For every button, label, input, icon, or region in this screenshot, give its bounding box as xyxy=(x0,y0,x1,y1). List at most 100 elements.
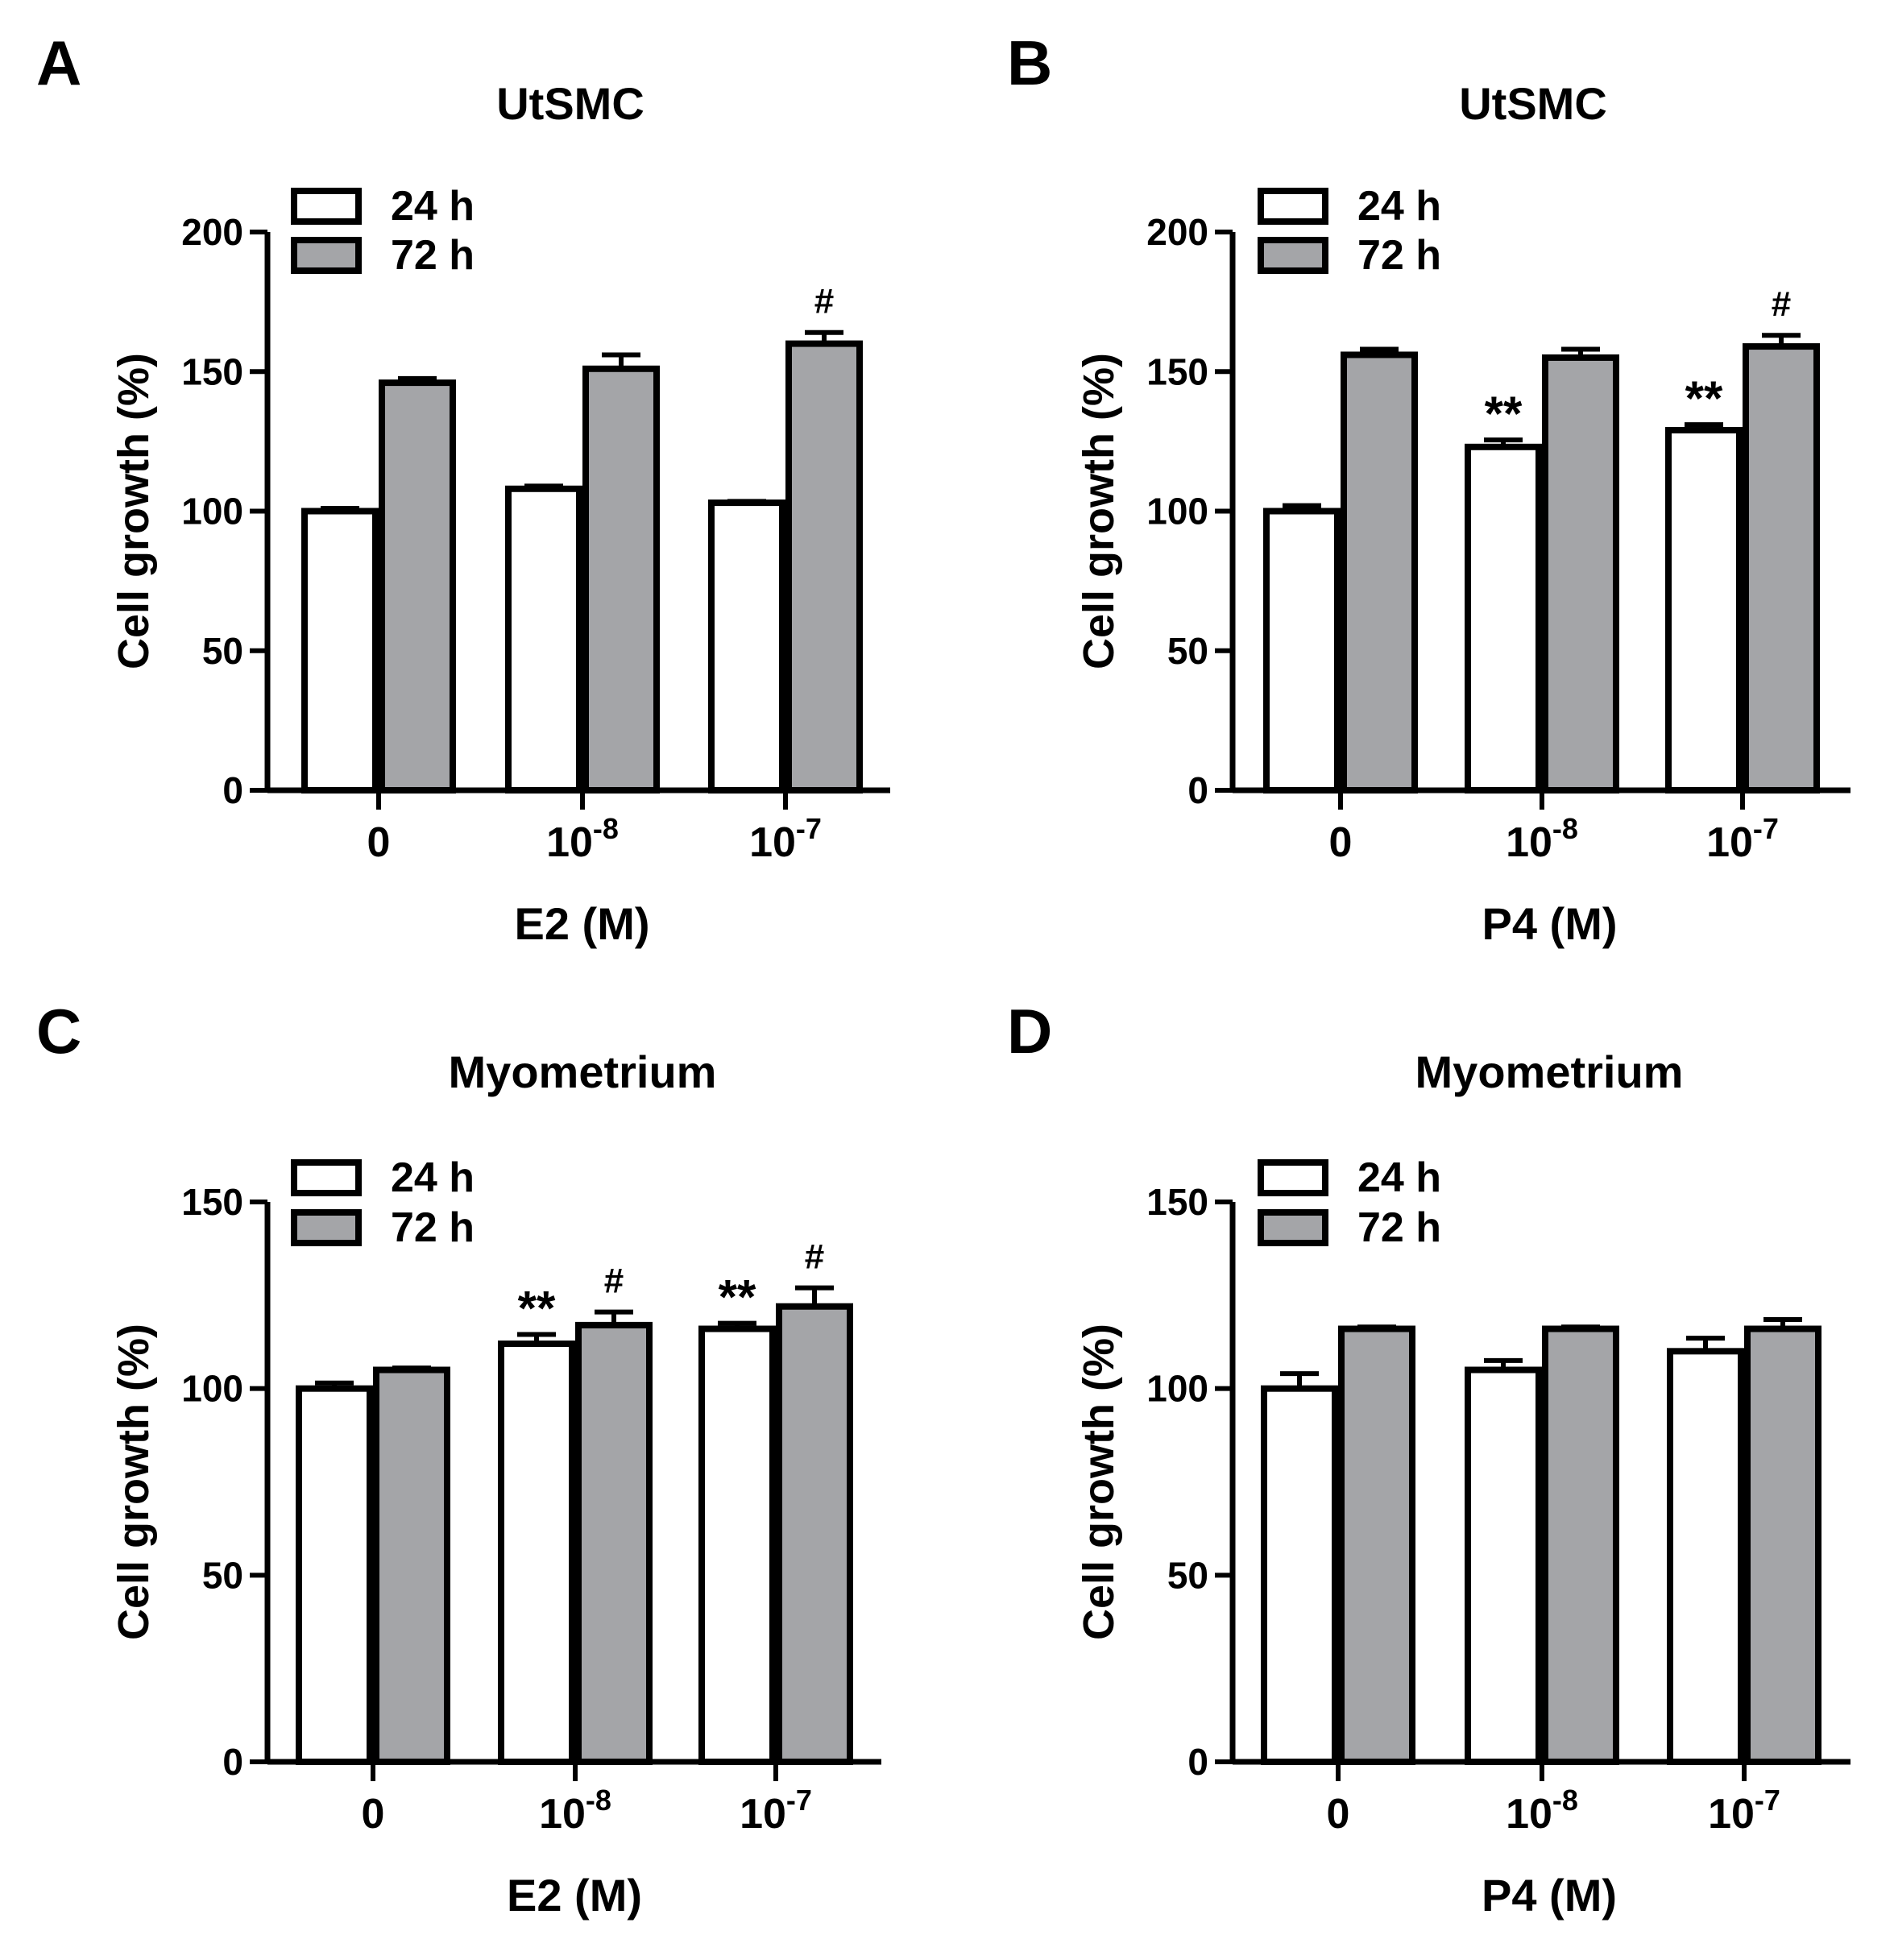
legend: 24 h72 h xyxy=(291,183,475,279)
bar-24h-2 xyxy=(1665,427,1743,794)
x-tick-label-base: 0 xyxy=(367,819,391,866)
y-tick-label: 200 xyxy=(1146,211,1208,253)
y-tick-label: 100 xyxy=(181,491,243,532)
bar-72h-0 xyxy=(1341,351,1418,794)
legend-swatch-24h xyxy=(1258,1159,1328,1196)
x-axis-title: P4 (M) xyxy=(1482,898,1618,949)
bar-72h-0 xyxy=(373,1366,450,1765)
chart-title: Myometrium xyxy=(449,1046,717,1097)
legend-label: 72 h xyxy=(1357,1204,1441,1251)
x-tick-label-exponent: -7 xyxy=(786,1784,812,1817)
y-tick-label: 100 xyxy=(1146,1368,1208,1410)
x-tick-label-base: 0 xyxy=(362,1791,385,1838)
x-tick-label: 10-7 xyxy=(1706,812,1779,866)
chart-title: UtSMC xyxy=(496,78,644,129)
legend-label: 24 h xyxy=(1357,1154,1441,1201)
panel-label: D xyxy=(1007,996,1052,1067)
x-tick-label-base: 10 xyxy=(1506,819,1552,866)
bar-72h-2 xyxy=(776,1303,853,1765)
bar-24h-0 xyxy=(301,508,379,794)
bar-24h-1 xyxy=(1465,443,1542,794)
y-tick-label: 100 xyxy=(1146,491,1208,532)
chart-title: Myometrium xyxy=(1415,1046,1684,1097)
x-tick-label: 10-8 xyxy=(1506,1784,1578,1838)
y-axis-title: Cell growth (%) xyxy=(1075,1324,1123,1640)
legend-swatch-24h xyxy=(1258,188,1328,225)
y-tick-label: 0 xyxy=(222,1741,243,1783)
x-tick-label-exponent: -8 xyxy=(593,812,619,845)
legend-swatch-24h xyxy=(291,188,362,225)
bar-24h-1 xyxy=(505,485,582,794)
legend-label: 24 h xyxy=(391,183,475,230)
legend-swatch-72h xyxy=(1258,1209,1328,1246)
x-tick-label: 0 xyxy=(1329,819,1353,866)
x-tick-label-exponent: -7 xyxy=(796,812,822,845)
significance-annotation: # xyxy=(805,1237,824,1277)
bar-24h-1 xyxy=(1465,1366,1542,1765)
bar-24h-2 xyxy=(708,499,785,794)
panel-label: B xyxy=(1007,27,1052,98)
x-tick-label-base: 10 xyxy=(1708,1791,1755,1838)
y-tick-label: 50 xyxy=(202,630,243,672)
legend: 24 h72 h xyxy=(291,1154,475,1251)
y-tick-label: 200 xyxy=(181,211,243,253)
y-axis-title: Cell growth (%) xyxy=(110,353,158,669)
x-tick-label: 10-7 xyxy=(740,1784,812,1838)
legend-label: 24 h xyxy=(1357,183,1441,230)
y-tick-label: 100 xyxy=(181,1368,243,1410)
legend-label: 72 h xyxy=(391,1204,475,1251)
significance-annotation: ** xyxy=(1685,371,1723,425)
x-tick-label-base: 0 xyxy=(1329,819,1353,866)
significance-annotation: # xyxy=(814,282,834,321)
chart-title: UtSMC xyxy=(1459,78,1607,129)
bar-24h-2 xyxy=(1667,1348,1744,1766)
x-tick-label: 0 xyxy=(1327,1791,1350,1838)
x-axis-title: P4 (M) xyxy=(1482,1870,1617,1921)
y-axis-title: Cell growth (%) xyxy=(110,1324,158,1640)
bar-72h-0 xyxy=(379,379,456,794)
x-tick-label: 0 xyxy=(367,819,391,866)
y-tick-label: 150 xyxy=(181,1181,243,1223)
x-tick-label-base: 0 xyxy=(1327,1791,1350,1838)
x-tick-label: 10-8 xyxy=(1506,812,1578,866)
bar-24h-0 xyxy=(1263,508,1341,794)
x-tick-label: 10-7 xyxy=(1708,1784,1780,1838)
x-tick-label: 10-8 xyxy=(546,812,619,866)
y-tick-label: 50 xyxy=(1167,1554,1208,1596)
legend-swatch-72h xyxy=(291,237,362,274)
y-tick-label: 50 xyxy=(202,1554,243,1596)
bar-72h-1 xyxy=(582,365,660,794)
x-tick-label-base: 10 xyxy=(539,1791,586,1838)
x-tick-label: 10-7 xyxy=(749,812,822,866)
legend-label: 24 h xyxy=(391,1154,475,1201)
y-tick-label: 150 xyxy=(1146,1181,1208,1223)
bar-72h-2 xyxy=(1743,343,1820,794)
y-tick-label: 0 xyxy=(1187,769,1208,811)
bar-72h-0 xyxy=(1338,1325,1415,1765)
y-tick-label: 0 xyxy=(222,769,243,811)
x-axis-title: E2 (M) xyxy=(515,898,650,949)
legend-swatch-72h xyxy=(291,1209,362,1246)
bar-24h-0 xyxy=(1261,1385,1338,1765)
bar-24h-1 xyxy=(498,1341,575,1765)
legend-swatch-24h xyxy=(291,1159,362,1196)
x-tick-label: 10-8 xyxy=(539,1784,611,1838)
legend-label: 72 h xyxy=(391,232,475,279)
x-tick-label-base: 10 xyxy=(740,1791,786,1838)
x-tick-label-exponent: -8 xyxy=(586,1784,611,1817)
legend: 24 h72 h xyxy=(1258,183,1441,279)
significance-annotation: ** xyxy=(1485,387,1523,441)
x-tick-label-base: 10 xyxy=(1706,819,1753,866)
x-tick-label-base: 10 xyxy=(546,819,593,866)
x-tick-label-base: 10 xyxy=(1506,1791,1552,1838)
bar-24h-0 xyxy=(296,1385,373,1765)
x-tick-label: 0 xyxy=(362,1791,385,1838)
panel-label: A xyxy=(36,27,81,98)
y-tick-label: 150 xyxy=(181,350,243,392)
significance-annotation: # xyxy=(1772,284,1791,324)
x-tick-label-exponent: -7 xyxy=(1753,812,1779,845)
bar-72h-2 xyxy=(1744,1325,1821,1765)
